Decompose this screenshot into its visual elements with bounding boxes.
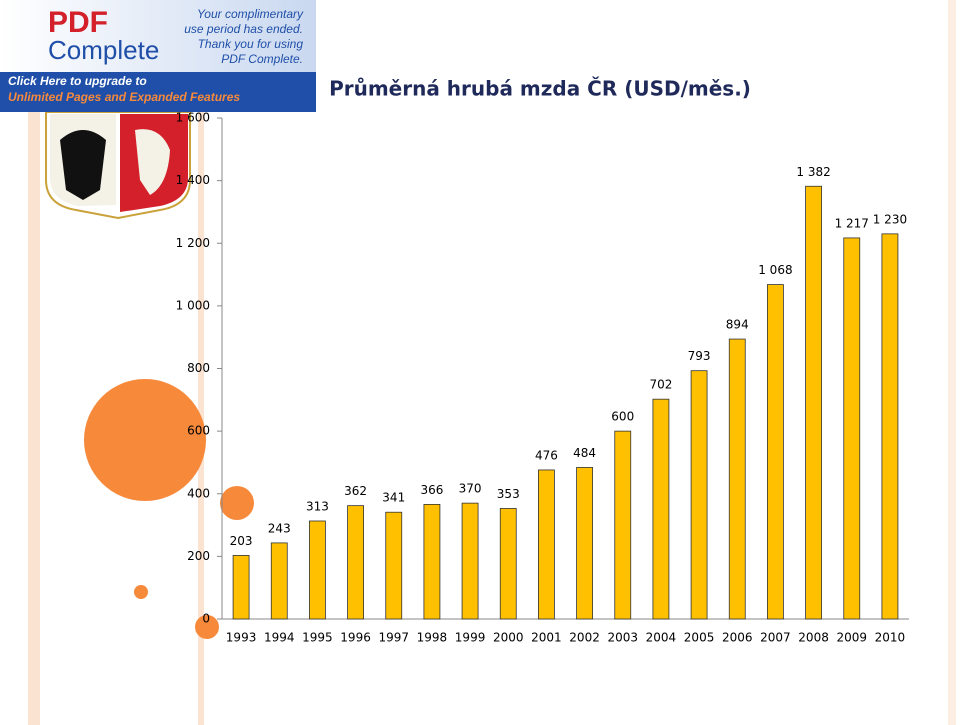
value-label: 313 <box>306 499 329 513</box>
value-label: 341 <box>382 491 405 505</box>
coat-of-arms <box>45 111 191 220</box>
brand: PDF <box>48 6 108 39</box>
x-tick-label: 1999 <box>455 631 486 645</box>
x-tick-label: 1998 <box>417 631 448 645</box>
bar <box>881 233 899 620</box>
bar <box>576 467 593 620</box>
y-tick-label: 1 600 <box>176 111 210 125</box>
x-tick-label: 1993 <box>226 631 257 645</box>
pdf-banner[interactable]: PDF Complete Your complimentary use peri… <box>0 0 316 112</box>
y-tick-label: 200 <box>187 549 210 563</box>
x-tick-label: 2005 <box>684 631 715 645</box>
decor-circle <box>220 486 254 520</box>
upgrade-link[interactable]: Click Here to upgrade to <box>8 74 147 88</box>
y-tick-label: 0 <box>202 612 210 626</box>
chart-title: Průměrná hrubá mzda ČR (USD/měs.) <box>329 77 751 101</box>
value-label: 894 <box>726 318 749 332</box>
value-label: 702 <box>649 378 672 392</box>
value-label: 1 382 <box>796 165 830 179</box>
x-tick-label: 2001 <box>531 631 562 645</box>
bar <box>843 237 861 620</box>
y-tick-label: 1 200 <box>176 236 210 250</box>
value-label: 484 <box>573 446 596 460</box>
bar <box>728 338 746 620</box>
bar <box>538 469 555 620</box>
x-tick-label: 2010 <box>875 631 906 645</box>
bar <box>309 520 326 620</box>
x-tick-label: 1997 <box>378 631 409 645</box>
x-tick-label: 2003 <box>607 631 638 645</box>
value-label: 362 <box>344 484 367 498</box>
stripe <box>198 0 204 725</box>
y-tick-label: 800 <box>187 361 210 375</box>
x-tick-label: 1994 <box>264 631 295 645</box>
bar <box>347 505 364 620</box>
notice: PDF Complete. <box>221 52 303 66</box>
x-tick-label: 1995 <box>302 631 333 645</box>
value-label: 366 <box>420 483 443 497</box>
x-tick-label: 1996 <box>340 631 371 645</box>
bar <box>461 502 479 620</box>
value-label: 203 <box>230 534 253 548</box>
decor-circle <box>134 585 148 599</box>
x-tick-label: 2007 <box>760 631 791 645</box>
value-label: 600 <box>611 410 634 424</box>
brand: Complete <box>48 35 159 65</box>
bar <box>690 370 708 620</box>
bar <box>805 185 822 620</box>
notice: Your complimentary <box>197 7 304 21</box>
y-tick-label: 600 <box>187 424 210 438</box>
bar <box>767 284 784 620</box>
notice: use period has ended. <box>184 22 303 36</box>
value-label: 476 <box>535 448 558 462</box>
value-label: 1 217 <box>835 216 869 230</box>
bar <box>232 555 250 620</box>
stripe <box>948 0 956 725</box>
x-tick-label: 2000 <box>493 631 524 645</box>
bar <box>652 398 670 620</box>
value-label: 1 068 <box>758 263 792 277</box>
value-label: 793 <box>688 349 711 363</box>
x-tick-label: 2008 <box>798 631 829 645</box>
decor-circle <box>84 379 206 501</box>
bar <box>499 508 517 620</box>
y-tick-label: 400 <box>187 486 210 500</box>
x-tick-label: 2004 <box>646 631 677 645</box>
x-tick-label: 2009 <box>836 631 867 645</box>
bar <box>270 542 288 620</box>
decor-circle <box>195 615 219 639</box>
y-tick-label: 1 400 <box>176 173 210 187</box>
bar <box>385 511 403 620</box>
notice: Thank you for using <box>198 37 304 51</box>
bar <box>423 503 441 620</box>
value-label: 353 <box>497 487 520 501</box>
x-tick-label: 2002 <box>569 631 600 645</box>
bar <box>614 430 632 620</box>
x-tick-label: 2006 <box>722 631 753 645</box>
value-label: 243 <box>268 521 291 535</box>
y-tick-label: 1 000 <box>176 298 210 312</box>
stripe <box>28 0 40 725</box>
value-label: 1 230 <box>873 212 907 226</box>
upgrade-link[interactable]: Unlimited Pages and Expanded Features <box>8 90 240 104</box>
value-label: 370 <box>459 482 482 496</box>
